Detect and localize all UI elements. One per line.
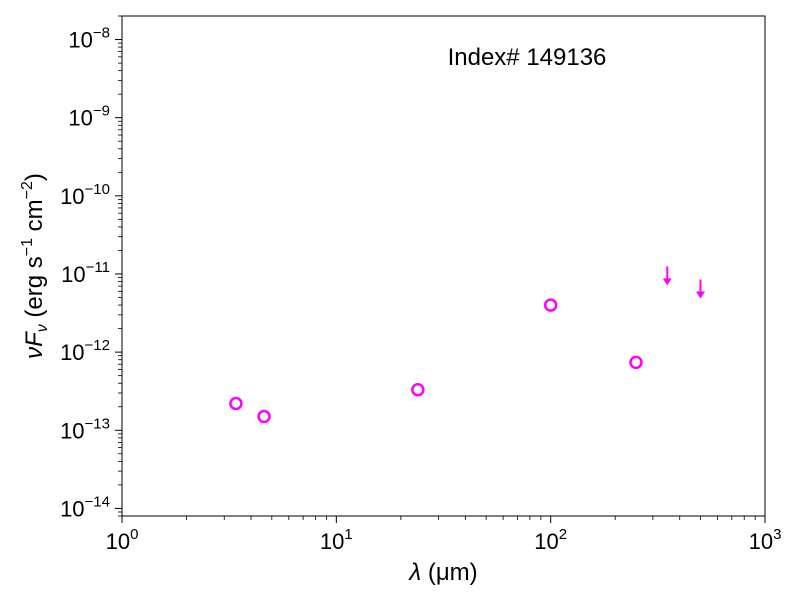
y-tick-label: 10−13 <box>60 415 110 443</box>
y-axis-middle: cm <box>21 199 48 238</box>
y-tick-label: 10−11 <box>61 259 110 287</box>
y-axis-nu: ν <box>21 347 48 359</box>
data-point <box>629 355 643 370</box>
y-tick-label: 10−12 <box>60 337 110 365</box>
y-tick-label: 10−14 <box>60 493 110 521</box>
y-axis-exp1: −1 <box>19 238 36 256</box>
tick-labels-layer: 100 101 102 103 10−14 10−13 10−12 10−11 10−10 10−… <box>60 25 781 554</box>
x-axis-unit: (μm) <box>421 559 477 586</box>
upper-limit-head <box>662 278 672 286</box>
y-tick-label: 10−10 <box>60 181 110 209</box>
x-axis-label: λ (μm) <box>407 559 477 586</box>
y-axis-exp2: −2 <box>19 181 36 199</box>
y-axis-close: ) <box>21 173 48 181</box>
ticks-layer <box>115 15 766 523</box>
y-axis-label: νFν (erg s−1 cm−2) <box>19 173 51 359</box>
x-axis-symbol: λ <box>407 559 421 586</box>
upper-limit-arrow <box>695 279 705 299</box>
upper-limit-head <box>695 291 705 299</box>
y-axis-sub: ν <box>34 324 51 332</box>
upper-limit-arrow <box>662 266 672 286</box>
data-point <box>229 396 243 411</box>
y-tick-label: 10−8 <box>68 25 110 53</box>
data-point <box>411 383 425 397</box>
x-tick-label: 102 <box>534 526 567 554</box>
data-point <box>543 298 558 312</box>
x-tick-label: 100 <box>106 526 139 554</box>
plot-frame <box>121 15 766 517</box>
index-annotation: Index# 149136 <box>448 44 607 71</box>
y-axis-f: F <box>21 331 48 347</box>
y-axis-units-open: (erg s <box>21 256 48 324</box>
data-layer <box>229 266 705 424</box>
data-point <box>257 409 271 424</box>
y-tick-label: 10−9 <box>68 103 110 131</box>
x-tick-label: 101 <box>320 526 353 554</box>
x-tick-label: 103 <box>749 526 782 554</box>
